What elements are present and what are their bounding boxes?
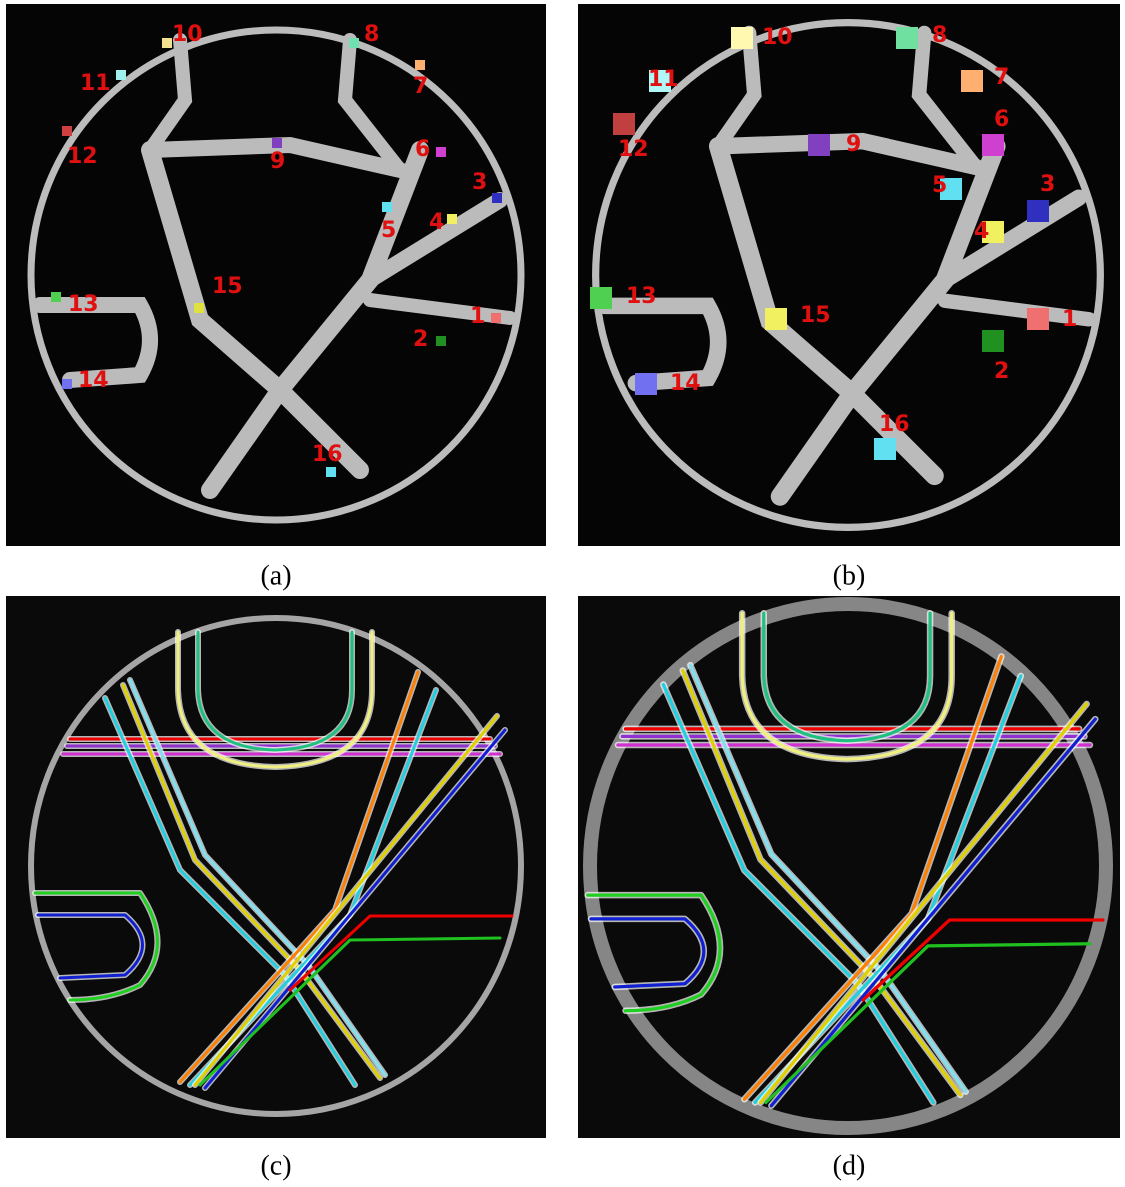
seed-label: 12	[618, 137, 649, 162]
seed-label: 12	[67, 144, 98, 169]
panel-c	[6, 596, 546, 1138]
seed-label: 2	[413, 327, 428, 352]
seed-label: 13	[68, 292, 99, 317]
panel-a: 1 2 3 4 5 6 7 8 9 10 11 12 13 14 15 16	[6, 4, 546, 546]
seed-label: 11	[648, 67, 679, 92]
seed-label: 9	[270, 149, 285, 174]
panel-d	[578, 596, 1120, 1138]
caption: (d)	[833, 1150, 866, 1181]
seed-label: 3	[472, 170, 487, 195]
seed-label: 4	[429, 210, 444, 235]
seed-label: 4	[974, 219, 989, 244]
seed-label: 14	[78, 368, 109, 393]
seed-label: 9	[846, 132, 861, 157]
seed-squares	[590, 27, 1049, 460]
seed-label: 10	[172, 22, 203, 47]
seed-label: 15	[800, 303, 831, 328]
seed-label: 16	[312, 442, 343, 467]
seed-label: 14	[670, 371, 701, 396]
seed-label: 2	[994, 359, 1009, 384]
seed-label: 15	[212, 274, 243, 299]
seed-label: 7	[994, 65, 1009, 90]
seed-label: 7	[413, 74, 428, 99]
seed-label: 3	[1040, 172, 1055, 197]
seed-squares	[51, 38, 502, 477]
seed-label: 8	[932, 23, 947, 48]
seed-label: 5	[932, 173, 947, 198]
seed-label: 1	[1062, 307, 1077, 332]
caption: (c)	[260, 1150, 291, 1181]
seed-label: 8	[364, 22, 379, 47]
seed-label: 13	[626, 284, 657, 309]
seed-label: 6	[994, 107, 1009, 132]
seed-label: 6	[415, 137, 430, 162]
caption: (a)	[260, 560, 291, 591]
caption: (b)	[833, 560, 866, 591]
seed-label: 11	[80, 71, 111, 96]
seed-label: 5	[381, 218, 396, 243]
seed-label: 10	[762, 25, 793, 50]
panel-b: 1 2 3 4 5 6 7 8 9 10 11 12 13 14 15 16	[578, 4, 1120, 546]
seed-label: 16	[879, 412, 910, 437]
seed-label: 1	[470, 304, 485, 329]
